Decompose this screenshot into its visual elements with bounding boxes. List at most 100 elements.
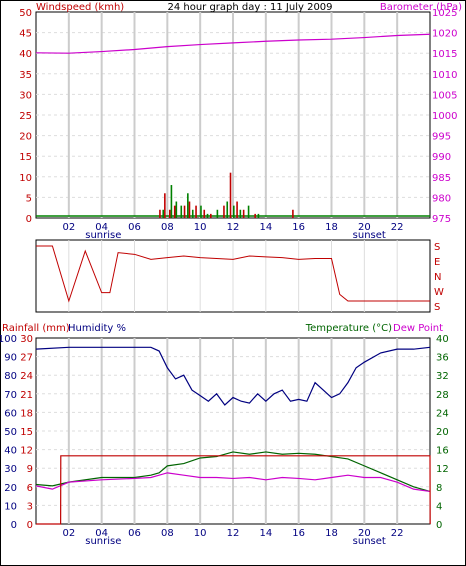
- temperature-axis-title: Temperature (°C): [305, 323, 392, 334]
- temperature-tick-label: 0: [436, 520, 442, 531]
- x-tick-label: 22: [391, 528, 404, 539]
- sunset-label: sunset: [353, 230, 386, 241]
- direction-label-e: E: [434, 257, 440, 268]
- humidity-line: [35, 346, 431, 406]
- dewpoint-axis-title: Dew Point: [393, 323, 443, 334]
- wind-axis-title: Windspeed (kmh): [36, 2, 124, 13]
- wind-bar: [188, 201, 191, 218]
- temperature-line: [35, 451, 431, 493]
- rainfall-axis-title: Rainfall (mm): [2, 323, 70, 334]
- baro-tick-label: 1015: [432, 49, 457, 60]
- x-tick-label: 02: [62, 222, 75, 233]
- wind-tick-label: 25: [19, 111, 32, 122]
- humidity-tick-label: 30: [4, 464, 17, 475]
- rain-tick-label: 21: [20, 390, 33, 401]
- temperature-tick-label: 36: [436, 353, 449, 364]
- wind-tick-label: 40: [19, 49, 32, 60]
- wind-bar: [236, 201, 238, 218]
- rain-tick-label: 27: [20, 353, 33, 364]
- wind-bar: [257, 213, 260, 218]
- wind-bar: [239, 209, 242, 218]
- rainfall-line: [36, 455, 431, 525]
- baro-tick-label: 1000: [432, 111, 457, 122]
- wind-bar: [180, 205, 183, 218]
- wind-bar: [210, 213, 212, 218]
- rain-tick-label: 24: [20, 371, 33, 382]
- direction-label-s: S: [434, 302, 440, 313]
- rain-tick-label: 18: [20, 408, 33, 419]
- wind-direction-line: [36, 245, 430, 303]
- x-tick-label: 08: [161, 222, 174, 233]
- x-tick-label: 20: [358, 528, 371, 539]
- wind-tick-label: 15: [19, 152, 32, 163]
- rain-tick-label: 3: [27, 501, 33, 512]
- x-tick-label: 10: [194, 222, 207, 233]
- x-tick-label: 02: [62, 528, 75, 539]
- wind-bar: [233, 205, 235, 218]
- wind-bar: [183, 205, 186, 218]
- x-tick-label: 10: [194, 528, 207, 539]
- sunrise-label: sunrise: [85, 230, 121, 241]
- temperature-tick-label: 4: [436, 501, 442, 512]
- baro-tick-label: 990: [432, 152, 451, 163]
- rain-tick-label: 15: [20, 427, 33, 438]
- wind-bar: [200, 205, 202, 218]
- direction-label-n: N: [434, 272, 441, 283]
- wind-tick-label: 45: [19, 29, 32, 40]
- baro-tick-label: 985: [432, 173, 451, 184]
- humidity-tick-label: 90: [4, 353, 17, 364]
- direction-label-w: W: [434, 287, 444, 298]
- wind-bar: [195, 205, 197, 218]
- x-tick-label: 04: [95, 222, 108, 233]
- humidity-tick-label: 50: [4, 427, 17, 438]
- chart-title: 24 hour graph day : 11 July 2009: [167, 2, 332, 13]
- sunrise-label: sunrise: [85, 536, 121, 547]
- rain-tick-label: 30: [20, 334, 33, 345]
- temperature-tick-label: 20: [436, 427, 449, 438]
- rain-tick-label: 12: [20, 446, 33, 457]
- x-tick-label: 16: [292, 222, 305, 233]
- temperature-tick-label: 32: [436, 371, 449, 382]
- x-tick-label: 04: [95, 528, 108, 539]
- wind-bar: [206, 213, 209, 218]
- temperature-tick-label: 8: [436, 483, 442, 494]
- dewpoint-line: [35, 472, 431, 493]
- wind-bar: [203, 209, 206, 218]
- baro-tick-label: 975: [432, 214, 451, 225]
- x-tick-label: 20: [358, 222, 371, 233]
- direction-label-s: S: [434, 242, 440, 253]
- humidity-tick-label: 60: [4, 408, 17, 419]
- humidity-tick-label: 100: [0, 334, 17, 345]
- wind-bar: [216, 209, 219, 218]
- x-tick-label: 06: [128, 222, 141, 233]
- rain-tick-label: 6: [27, 483, 33, 494]
- x-tick-label: 14: [259, 528, 272, 539]
- x-tick-label: 08: [161, 528, 174, 539]
- wind-tick-label: 0: [26, 214, 32, 225]
- baro-axis-title: Barometer (hPa): [380, 2, 462, 13]
- wind-bar: [191, 209, 194, 218]
- wind-tick-label: 30: [19, 90, 32, 101]
- humidity-tick-label: 20: [4, 483, 17, 494]
- wind-bar: [175, 201, 178, 218]
- baro-tick-label: 1010: [432, 70, 457, 81]
- wind-bar: [168, 209, 171, 218]
- wind-bar: [159, 209, 161, 218]
- wind-tick-label: 5: [26, 193, 32, 204]
- wind-bar: [292, 209, 294, 218]
- wind-bar: [229, 172, 232, 218]
- temperature-tick-label: 16: [436, 446, 449, 457]
- humidity-tick-label: 40: [4, 446, 17, 457]
- temperature-tick-label: 40: [436, 334, 449, 345]
- humidity-tick-label: 0: [11, 520, 17, 531]
- baro-tick-label: 1005: [432, 90, 457, 101]
- baro-tick-label: 1020: [432, 29, 457, 40]
- wind-tick-label: 50: [19, 8, 32, 19]
- wind-bar: [187, 193, 189, 218]
- baro-tick-label: 980: [432, 193, 451, 204]
- wind-bar: [162, 209, 165, 218]
- wind-bar: [247, 205, 250, 218]
- wind-bar: [173, 205, 176, 218]
- wind-bar: [170, 185, 173, 218]
